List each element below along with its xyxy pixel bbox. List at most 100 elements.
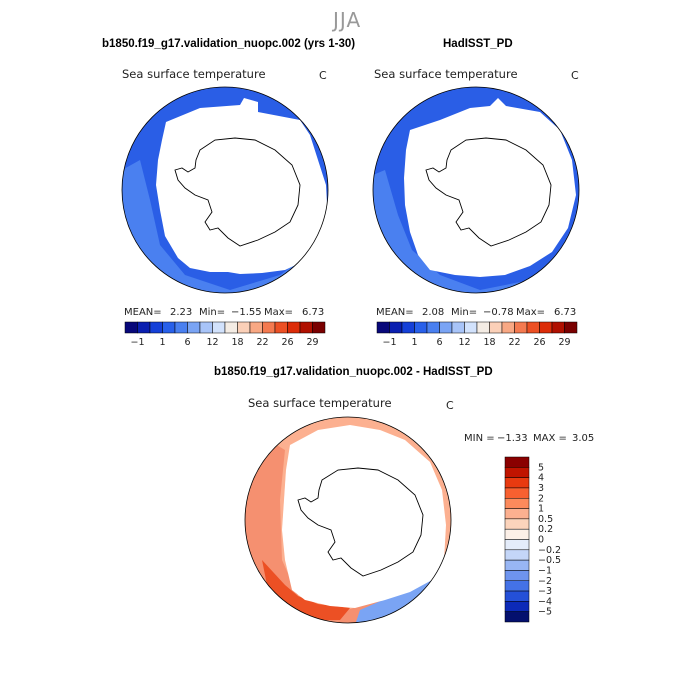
right-variable-label: Sea surface temperature	[374, 67, 518, 81]
colorbar-diff-tick-label: 0.2	[538, 524, 553, 535]
colorbar-left-swatch	[262, 321, 276, 334]
colorbar-diff-swatch	[504, 508, 530, 520]
right-globe-outline	[372, 86, 580, 294]
colorbar-left-tick-label: 22	[256, 337, 268, 348]
diff-min-label: MIN =	[464, 433, 495, 444]
colorbar-left-swatch	[199, 321, 213, 334]
colorbar-right-swatch	[451, 321, 465, 334]
colorbar-right-swatch	[539, 321, 553, 334]
colorbar-left-swatch	[237, 321, 251, 334]
right-ocean-band-outer	[373, 170, 579, 293]
colorbar-right-tick-label: −1	[382, 337, 396, 348]
left-mean-value: 2.23	[170, 307, 193, 318]
colorbar-right-swatch	[514, 321, 528, 334]
colorbar-right-swatch	[476, 321, 490, 334]
colorbar-diff-swatch	[504, 559, 530, 571]
colorbar-diff-swatch	[504, 549, 530, 561]
right-max-label: Max=	[516, 307, 546, 318]
diff-units-label: C	[446, 399, 454, 412]
colorbar-diff-swatch	[504, 570, 530, 581]
colorbar-diff-swatch	[504, 611, 530, 623]
colorbar-left-swatch	[174, 321, 188, 334]
diff-min-value: −1.33	[497, 433, 528, 444]
colorbar-diff-swatch	[504, 456, 530, 468]
colorbar-right: −1 1 6 12 18 22 26 29	[376, 321, 578, 348]
colorbar-left-swatch	[274, 321, 288, 334]
colorbar-left-tick-label: 18	[231, 337, 243, 348]
colorbar-right-tick-label: 12	[458, 337, 470, 348]
colorbar-left-tick-label: 6	[184, 337, 190, 348]
diff-panel-title: b1850.f19_g17.validation_nuopc.002 - Had…	[214, 366, 493, 378]
colorbar-right-tick-label: 26	[533, 337, 545, 348]
left-map	[122, 87, 328, 293]
colorbar-diff-tick-label: 0.5	[538, 514, 553, 525]
right-mean-value: 2.08	[422, 307, 445, 318]
left-ocean-band-outer	[122, 160, 328, 293]
left-mean-label: MEAN=	[124, 307, 162, 318]
diff-variable-label: Sea surface temperature	[248, 396, 392, 410]
colorbar-diff-tick-label: −0.5	[538, 555, 561, 566]
colorbar-diff-swatch	[504, 518, 530, 530]
colorbar-right-tick-label: 1	[411, 337, 417, 348]
colorbar-right-swatch	[564, 321, 578, 334]
colorbar-right-swatch	[426, 321, 440, 334]
colorbar-left-tick-label: −1	[130, 337, 144, 348]
season-title: JJA	[333, 8, 362, 32]
diff-max-value: 3.05	[572, 433, 595, 444]
colorbar-right-tick-label: 18	[483, 337, 495, 348]
colorbar-diff-tick-label: −4	[538, 596, 552, 607]
colorbar-left-swatch	[299, 321, 313, 334]
colorbar-right-tick-label: 29	[558, 337, 570, 348]
right-map	[373, 87, 579, 293]
colorbar-left: −1 1 6 12 18 22 26 29	[124, 321, 326, 348]
colorbar-left-swatch	[287, 321, 301, 334]
colorbar-left-swatch	[249, 321, 263, 334]
colorbar-left-swatch	[149, 321, 163, 334]
left-min-value: −1.55	[231, 307, 262, 318]
colorbar-right-swatch	[389, 321, 403, 334]
right-units-label: C	[571, 69, 579, 82]
colorbar-right-swatch	[414, 321, 428, 334]
colorbar-diff-tick-label: −0.2	[538, 545, 561, 556]
right-ice-region	[404, 98, 576, 277]
left-ice-region	[156, 98, 328, 274]
left-globe-outline	[121, 86, 329, 294]
diff-globe-outline	[244, 416, 452, 624]
colorbar-left-swatch	[224, 321, 238, 334]
colorbar-diff-tick-label: 3	[538, 483, 544, 494]
colorbar-right-swatch	[526, 321, 540, 334]
colorbar-diff-swatch	[504, 601, 530, 612]
colorbar-right-swatch	[376, 321, 390, 334]
right-panel-title: HadISST_PD	[443, 38, 513, 50]
right-min-value: −0.78	[483, 307, 514, 318]
colorbar-left-swatch	[124, 321, 138, 334]
left-max-value: 6.73	[302, 307, 325, 318]
colorbar-diff-swatch	[504, 487, 530, 499]
left-panel-title: b1850.f19_g17.validation_nuopc.002 (yrs …	[102, 38, 356, 50]
colorbar-right-swatch	[501, 321, 515, 334]
colorbar-left-swatch	[312, 321, 326, 334]
colorbar-diff-tick-label: 4	[538, 473, 544, 484]
colorbar-right-swatch	[489, 321, 503, 334]
colorbar-right-swatch	[464, 321, 478, 334]
colorbar-left-swatch	[187, 321, 201, 334]
colorbar-diff-tick-label: 0	[538, 535, 544, 546]
colorbar-diff-swatch	[504, 539, 530, 551]
colorbar-diff-tick-label: 5	[538, 462, 544, 473]
colorbar-diff-swatch	[504, 528, 530, 540]
left-max-label: Max=	[264, 307, 294, 318]
colorbar-right-tick-label: 22	[508, 337, 520, 348]
left-variable-label: Sea surface temperature	[122, 67, 266, 81]
right-mean-label: MEAN=	[376, 307, 414, 318]
left-min-label: Min=	[199, 307, 226, 318]
diff-ice-region	[282, 425, 446, 608]
colorbar-diff-tick-label: −2	[538, 576, 552, 587]
colorbar-diff-tick-label: −3	[538, 586, 552, 597]
colorbar-left-swatch	[162, 321, 176, 334]
right-max-value: 6.73	[554, 307, 577, 318]
colorbar-left-tick-label: 1	[159, 337, 165, 348]
colorbar-diff-swatch	[504, 580, 530, 592]
